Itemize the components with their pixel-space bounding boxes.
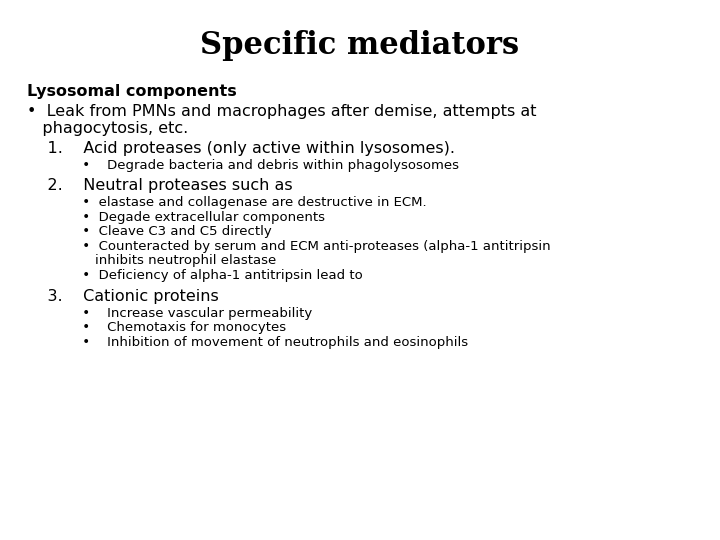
Text: 2.    Neutral proteases such as: 2. Neutral proteases such as	[27, 178, 293, 193]
Text: Specific mediators: Specific mediators	[200, 30, 520, 60]
Text: Lysosomal components: Lysosomal components	[27, 84, 237, 99]
Text: •  Cleave C3 and C5 directly: • Cleave C3 and C5 directly	[27, 225, 272, 238]
Text: •    Inhibition of movement of neutrophils and eosinophils: • Inhibition of movement of neutrophils …	[27, 336, 469, 349]
Text: •  Degade extracellular components: • Degade extracellular components	[27, 211, 325, 224]
Text: 3.    Cationic proteins: 3. Cationic proteins	[27, 289, 219, 304]
Text: phagocytosis, etc.: phagocytosis, etc.	[27, 122, 189, 137]
Text: •  elastase and collagenase are destructive in ECM.: • elastase and collagenase are destructi…	[27, 196, 427, 209]
Text: •  Counteracted by serum and ECM anti-proteases (alpha-1 antitripsin: • Counteracted by serum and ECM anti-pro…	[27, 240, 551, 253]
Text: •    Chemotaxis for monocytes: • Chemotaxis for monocytes	[27, 321, 287, 334]
Text: inhibits neutrophil elastase: inhibits neutrophil elastase	[27, 254, 276, 267]
Text: 1.    Acid proteases (only active within lysosomes).: 1. Acid proteases (only active within ly…	[27, 141, 455, 157]
Text: •    Increase vascular permeability: • Increase vascular permeability	[27, 307, 312, 320]
Text: •  Leak from PMNs and macrophages after demise, attempts at: • Leak from PMNs and macrophages after d…	[27, 104, 537, 119]
Text: •    Degrade bacteria and debris within phagolysosomes: • Degrade bacteria and debris within pha…	[27, 159, 459, 172]
Text: •  Deficiency of alpha-1 antitripsin lead to: • Deficiency of alpha-1 antitripsin lead…	[27, 269, 363, 282]
